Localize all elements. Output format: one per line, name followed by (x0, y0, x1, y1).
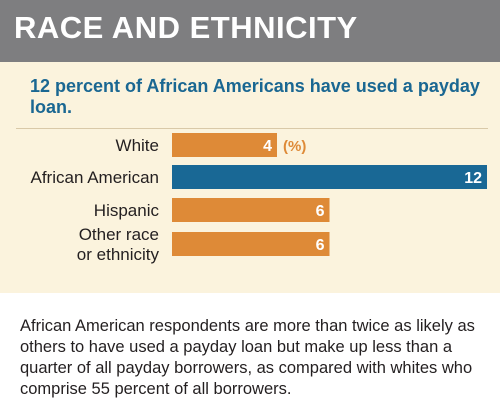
category-label: African American (31, 168, 160, 187)
category-label: or ethnicity (77, 245, 160, 264)
chart-subtitle: 12 percent of African Americans have use… (30, 76, 480, 117)
bar (172, 198, 330, 222)
bar (172, 165, 487, 189)
category-label: Other race (79, 225, 159, 244)
bar-chart: 4 (%) White 12 African American 6 Hispanic 6 Oth… (31, 133, 487, 264)
section-header: RACE AND ETHNICITY (0, 0, 500, 62)
category-label: White (116, 136, 159, 155)
bar (172, 232, 330, 256)
category-label: Hispanic (94, 201, 160, 220)
bar-value-label: 4 (263, 138, 272, 155)
bar-value-label: 12 (464, 170, 482, 187)
chart-caption: African American respondents are more th… (20, 317, 475, 398)
bar-value-label: 6 (316, 203, 325, 220)
bar-value-label: 6 (316, 237, 325, 254)
unit-label: (%) (283, 138, 306, 155)
bar (172, 133, 277, 157)
section-title: RACE AND ETHNICITY (14, 10, 358, 45)
divider (16, 128, 488, 129)
